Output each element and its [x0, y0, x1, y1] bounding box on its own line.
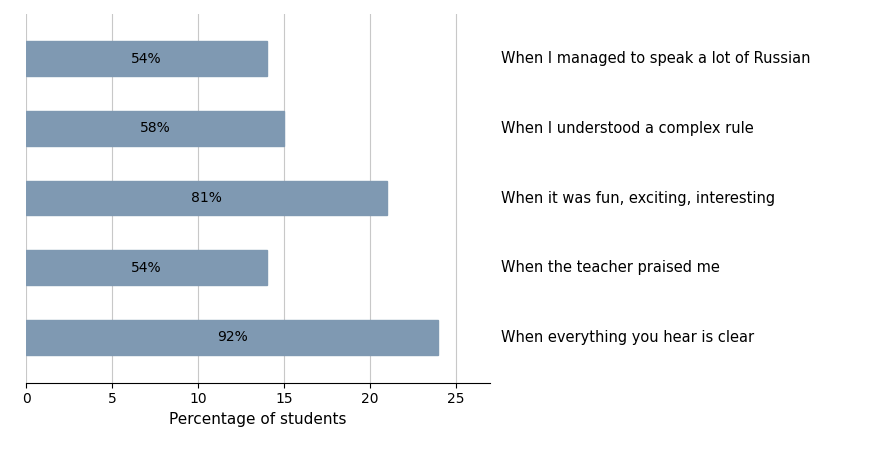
Bar — [26, 111, 284, 146]
X-axis label: Percentage of students: Percentage of students — [170, 412, 346, 427]
Text: 54%: 54% — [131, 52, 162, 66]
Text: When everything you hear is clear: When everything you hear is clear — [501, 330, 754, 345]
Bar — [26, 320, 438, 355]
Bar — [26, 250, 267, 285]
Text: 58%: 58% — [140, 122, 171, 135]
Text: 81%: 81% — [191, 191, 222, 205]
Text: 54%: 54% — [131, 261, 162, 274]
Bar — [26, 180, 387, 216]
Text: When I understood a complex rule: When I understood a complex rule — [501, 121, 754, 136]
Text: 92%: 92% — [217, 330, 248, 344]
Text: When I managed to speak a lot of Russian: When I managed to speak a lot of Russian — [501, 51, 810, 66]
Text: When the teacher praised me: When the teacher praised me — [501, 260, 720, 275]
Text: When it was fun, exciting, interesting: When it was fun, exciting, interesting — [501, 190, 775, 206]
Bar — [26, 41, 267, 76]
